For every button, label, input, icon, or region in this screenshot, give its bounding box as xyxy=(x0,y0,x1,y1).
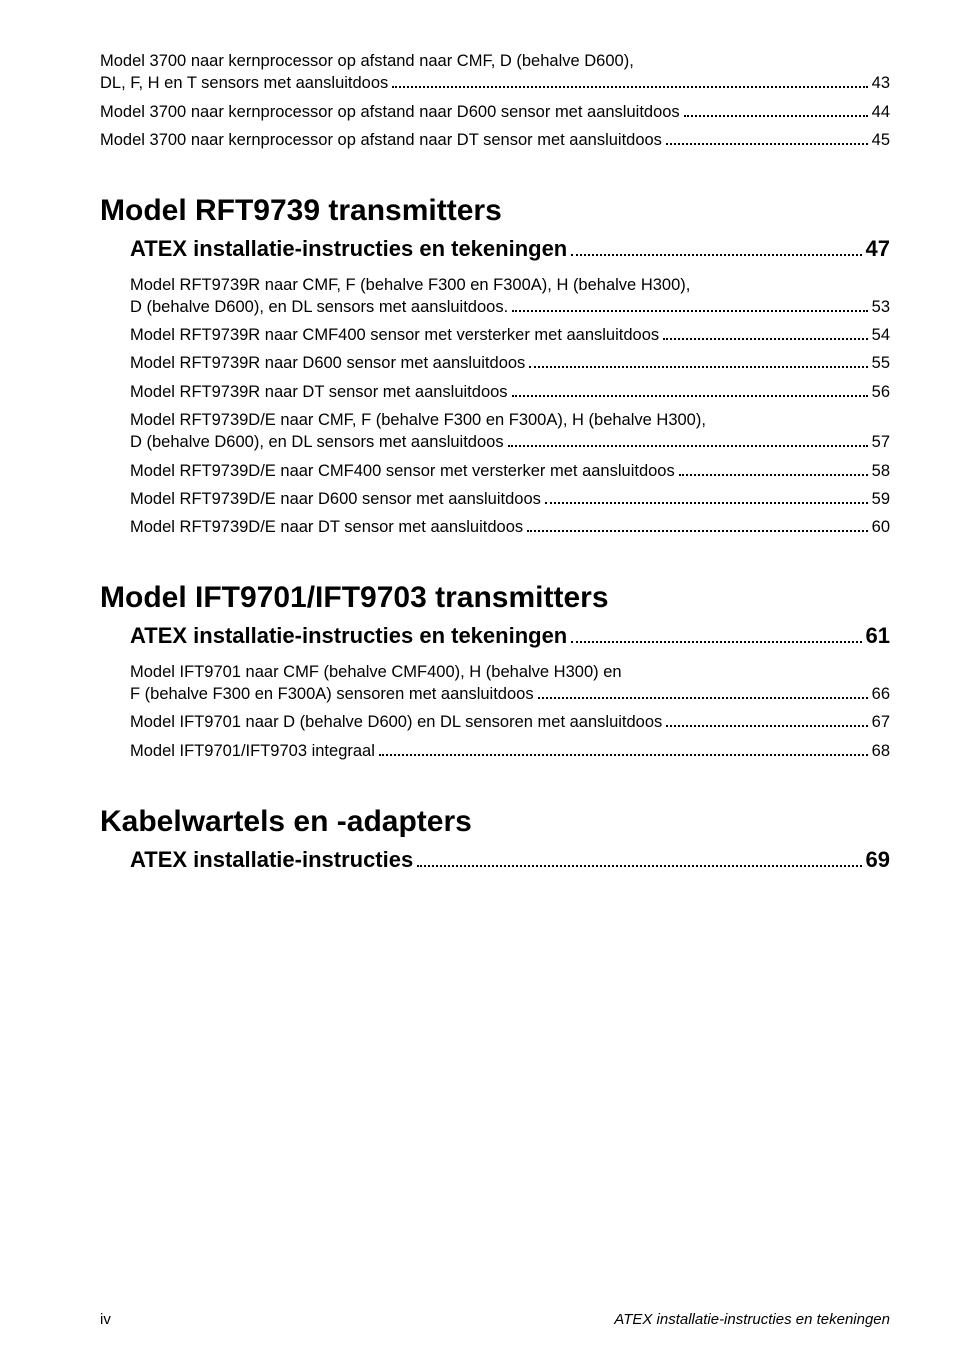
page-number: 55 xyxy=(872,352,890,374)
leader-dots xyxy=(679,464,868,476)
page-number: 56 xyxy=(872,381,890,403)
page-number: 59 xyxy=(872,488,890,510)
toc-entry: Model 3700 naar kernprocessor op afstand… xyxy=(100,129,890,151)
section-heading: Model IFT9701/IFT9703 transmitters xyxy=(100,580,890,616)
page-number: 69 xyxy=(866,846,890,875)
toc-text: Model 3700 naar kernprocessor op afstand… xyxy=(100,101,680,123)
leader-dots xyxy=(684,105,868,117)
toc-entry: Model RFT9739D/E naar CMF400 sensor met … xyxy=(130,460,890,482)
toc-entry: Model RFT9739R naar DT sensor met aanslu… xyxy=(130,381,890,403)
toc-text: Model RFT9739D/E naar D600 sensor met aa… xyxy=(130,488,541,510)
toc-text: Model RFT9739D/E naar CMF, F (behalve F3… xyxy=(130,409,890,431)
toc-text: Model 3700 naar kernprocessor op afstand… xyxy=(100,129,662,151)
toc-text: Model RFT9739R naar CMF400 sensor met ve… xyxy=(130,324,659,346)
section-heading: Kabelwartels en -adapters xyxy=(100,804,890,840)
toc-entry: Model RFT9739D/E naar D600 sensor met aa… xyxy=(130,488,890,510)
leader-dots xyxy=(538,688,868,700)
toc-text: ATEX installatie-instructies xyxy=(130,846,413,875)
section-heading: Model RFT9739 transmitters xyxy=(100,193,890,229)
toc-text: ATEX installatie-instructies en tekening… xyxy=(130,235,567,264)
page-number: 68 xyxy=(872,740,890,762)
page-number: 47 xyxy=(866,235,890,264)
leader-dots xyxy=(663,329,868,341)
toc-text: Model IFT9701 naar D (behalve D600) en D… xyxy=(130,711,662,733)
toc-text: D (behalve D600), en DL sensors met aans… xyxy=(130,296,508,318)
toc-section: Model IFT9701/IFT9703 transmitters ATEX … xyxy=(100,580,890,762)
page-number: 61 xyxy=(866,622,890,651)
leader-dots xyxy=(379,744,868,756)
leader-dots xyxy=(527,521,868,533)
leader-dots xyxy=(666,716,867,728)
toc-text: D (behalve D600), en DL sensors met aans… xyxy=(130,431,504,453)
toc-entry: Model 3700 naar kernprocessor op afstand… xyxy=(100,101,890,123)
toc-entry: Model IFT9701 naar CMF (behalve CMF400),… xyxy=(130,661,890,706)
leader-dots xyxy=(529,357,867,369)
toc-text: F (behalve F300 en F300A) sensoren met a… xyxy=(130,683,534,705)
leader-dots xyxy=(571,628,861,643)
page-number: 66 xyxy=(872,683,890,705)
page-number: 57 xyxy=(872,431,890,453)
page-number: 60 xyxy=(872,516,890,538)
leader-dots xyxy=(571,241,861,256)
page-footer: iv ATEX installatie-instructies en teken… xyxy=(100,1311,890,1328)
toc-entry: Model RFT9739D/E naar DT sensor met aans… xyxy=(130,516,890,538)
toc-entry: Model IFT9701 naar D (behalve D600) en D… xyxy=(130,711,890,733)
toc-text: Model IFT9701 naar CMF (behalve CMF400),… xyxy=(130,661,890,683)
toc-section: Model RFT9739 transmitters ATEX installa… xyxy=(100,193,890,538)
page-number: 58 xyxy=(872,460,890,482)
page-number: 54 xyxy=(872,324,890,346)
page-number: 43 xyxy=(872,72,890,94)
page-number: 67 xyxy=(872,711,890,733)
toc-entry: Model 3700 naar kernprocessor op afstand… xyxy=(100,50,890,95)
toc-entry: Model RFT9739R naar CMF, F (behalve F300… xyxy=(130,274,890,319)
footer-title: ATEX installatie-instructies en tekening… xyxy=(614,1311,890,1328)
page-number: 53 xyxy=(872,296,890,318)
toc-text: Model 3700 naar kernprocessor op afstand… xyxy=(100,50,890,72)
toc-section: Kabelwartels en -adapters ATEX installat… xyxy=(100,804,890,875)
footer-page-number: iv xyxy=(100,1311,111,1328)
leader-dots xyxy=(417,852,861,867)
page-number: 44 xyxy=(872,101,890,123)
toc-text: DL, F, H en T sensors met aansluitdoos xyxy=(100,72,388,94)
toc-text: Model RFT9739R naar CMF, F (behalve F300… xyxy=(130,274,890,296)
toc-subheading: ATEX installatie-instructies en tekening… xyxy=(130,622,890,651)
leader-dots xyxy=(545,492,868,504)
toc-entry: Model RFT9739R naar CMF400 sensor met ve… xyxy=(130,324,890,346)
page-number: 45 xyxy=(872,129,890,151)
toc-text: ATEX installatie-instructies en tekening… xyxy=(130,622,567,651)
toc-text: Model RFT9739R naar DT sensor met aanslu… xyxy=(130,381,508,403)
toc-entry: Model RFT9739R naar D600 sensor met aans… xyxy=(130,352,890,374)
toc-entry: Model RFT9739D/E naar CMF, F (behalve F3… xyxy=(130,409,890,454)
leader-dots xyxy=(512,300,867,312)
leader-dots xyxy=(512,385,868,397)
leader-dots xyxy=(666,133,868,145)
leader-dots xyxy=(508,436,868,448)
toc-text: Model RFT9739D/E naar DT sensor met aans… xyxy=(130,516,523,538)
leader-dots xyxy=(392,77,867,89)
toc-subheading: ATEX installatie-instructies 69 xyxy=(130,846,890,875)
toc-text: Model RFT9739D/E naar CMF400 sensor met … xyxy=(130,460,675,482)
toc-text: Model RFT9739R naar D600 sensor met aans… xyxy=(130,352,525,374)
toc-entry: Model IFT9701/IFT9703 integraal 68 xyxy=(130,740,890,762)
toc-subheading: ATEX installatie-instructies en tekening… xyxy=(130,235,890,264)
toc-text: Model IFT9701/IFT9703 integraal xyxy=(130,740,375,762)
